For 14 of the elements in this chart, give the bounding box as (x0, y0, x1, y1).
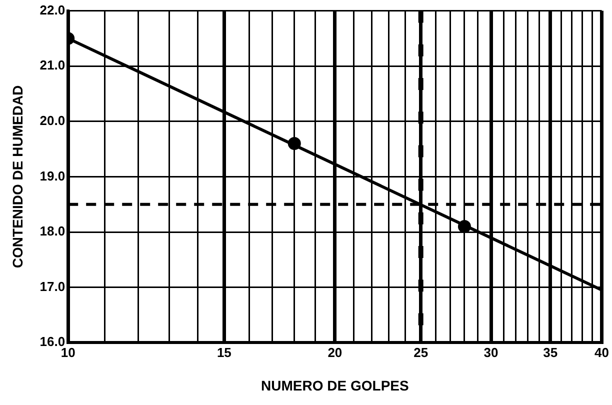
x-tick-label: 35 (543, 344, 558, 360)
y-tick-label: 19.0 (40, 168, 66, 184)
x-tick-label: 20 (328, 344, 342, 360)
x-tick-label: 30 (484, 344, 498, 360)
y-tick-label: 17.0 (40, 278, 66, 294)
y-tick-label: 22.0 (40, 2, 66, 18)
x-tick-label: 15 (216, 344, 232, 360)
x-tick-label: 40 (594, 344, 610, 360)
y-tick-label: 21.0 (40, 58, 66, 73)
y-tick-label: 20.0 (40, 112, 66, 128)
x-tick-label: 25 (414, 344, 428, 360)
y-axis-title: CONTENIDO DE HUMEDAD (9, 85, 26, 268)
x-axis-title: NUMERO DE GOLPES (261, 377, 409, 394)
y-tick-label: 18.0 (40, 224, 66, 239)
